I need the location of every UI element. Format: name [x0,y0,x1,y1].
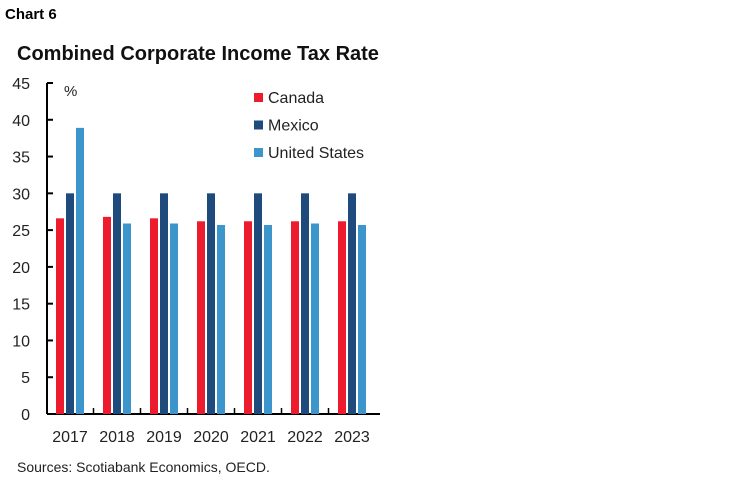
y-tick-label: 25 [12,223,30,240]
y-tick-label: 20 [12,260,30,277]
bar-united-states-2019 [170,223,178,414]
legend-swatch-united-states [254,148,263,157]
y-axis-unit-label: % [64,83,77,100]
source-note: Sources: Scotiabank Economics, OECD. [17,459,270,475]
legend-label: Canada [268,90,324,107]
x-tick-label: 2019 [146,429,182,446]
legend-swatch-mexico [254,120,263,130]
bar-mexico-2019 [160,193,168,414]
legend-label: Mexico [268,118,319,135]
bar-canada-2018 [103,216,111,414]
bar-mexico-2020 [207,193,215,414]
bar-mexico-2017 [66,193,74,414]
bar-canada-2022 [291,221,299,414]
bar-united-states-2017 [76,127,84,414]
bar-mexico-2018 [113,193,121,414]
bar-united-states-2021 [264,224,272,414]
x-tick-label: 2017 [52,429,88,446]
bar-mexico-2022 [301,193,309,414]
bar-united-states-2023 [358,224,366,414]
y-tick-label: 10 [12,333,30,350]
y-tick-label: 30 [12,186,30,203]
x-tick-label: 2022 [287,429,323,446]
y-tick-label: 40 [12,113,30,130]
x-tick-label: 2018 [99,429,135,446]
legend-swatch-canada [254,93,263,102]
bar-mexico-2023 [348,193,356,414]
bar-canada-2021 [244,221,252,414]
bar-canada-2023 [338,221,346,414]
y-tick-label: 5 [21,370,30,387]
y-tick-label: 0 [21,407,30,424]
y-tick-label: 45 [12,76,30,93]
bar-canada-2020 [197,221,205,414]
x-tick-label: 2021 [240,429,276,446]
bar-canada-2019 [150,218,158,414]
chart-number-label: Chart 6 [5,6,57,23]
bar-united-states-2022 [311,223,319,414]
chart-title: Combined Corporate Income Tax Rate [17,43,379,65]
bar-canada-2017 [56,218,64,414]
bar-united-states-2018 [123,223,131,414]
x-tick-label: 2020 [193,429,229,446]
bar-united-states-2020 [217,224,225,414]
y-tick-label: 15 [12,297,30,314]
y-tick-label: 35 [12,150,30,167]
legend-label: United States [268,145,364,162]
bar-mexico-2021 [254,193,262,414]
x-tick-label: 2023 [334,429,370,446]
